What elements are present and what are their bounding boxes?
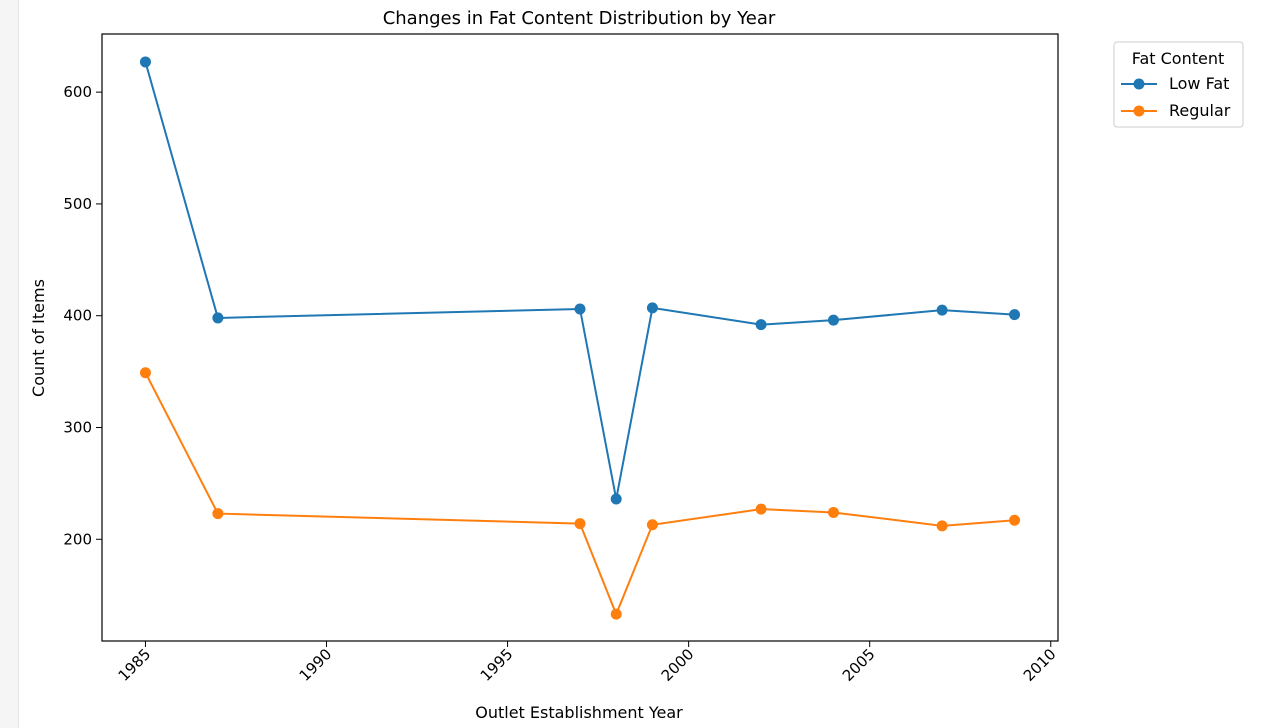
- data-point-low-fat: [936, 304, 948, 316]
- x-tick-label: 1995: [477, 645, 517, 685]
- y-tick-label: 200: [63, 530, 92, 548]
- data-point-low-fat: [574, 303, 586, 315]
- legend-box: [1113, 41, 1244, 128]
- x-tick-label: 2000: [658, 645, 698, 685]
- y-tick-label: 600: [63, 83, 92, 101]
- x-tick-label: 2005: [839, 645, 879, 685]
- series-line-low-fat: [144, 61, 1015, 500]
- x-tick-label: 1990: [296, 645, 336, 685]
- data-point-regular: [139, 367, 151, 379]
- data-point-regular: [646, 519, 658, 531]
- data-point-regular: [212, 508, 224, 520]
- data-point-regular: [755, 503, 767, 515]
- series-line-regular: [144, 372, 1015, 617]
- data-point-low-fat: [139, 56, 151, 68]
- chart-title: Changes in Fat Content Distribution by Y…: [383, 8, 776, 29]
- x-axis: 1985 1990 1995 2000 2005 2010: [115, 641, 1060, 685]
- data-point-regular: [936, 520, 948, 532]
- data-point-low-fat: [610, 493, 622, 505]
- data-point-low-fat: [827, 314, 839, 326]
- data-point-low-fat: [1009, 309, 1021, 321]
- legend-title: Fat Content: [1132, 49, 1225, 68]
- y-axis: 200 300 400 500 600: [63, 83, 102, 548]
- data-point-low-fat: [755, 319, 767, 331]
- data-point-low-fat: [646, 302, 658, 314]
- data-point-regular: [574, 518, 586, 530]
- data-point-low-fat: [212, 312, 224, 324]
- notebook-left-gutter: [0, 0, 19, 728]
- legend-label-low-fat: Low Fat: [1169, 74, 1229, 93]
- y-tick-label: 400: [63, 307, 92, 325]
- legend-label-regular: Regular: [1169, 101, 1231, 120]
- y-axis-label: Count of Items: [29, 279, 48, 397]
- y-tick-label: 300: [63, 418, 92, 436]
- y-tick-label: 500: [63, 195, 92, 213]
- series-lines: [139, 56, 1021, 620]
- x-axis-label: Outlet Establishment Year: [475, 703, 683, 722]
- data-point-regular: [610, 608, 622, 620]
- legend-marker-low-fat: [1133, 78, 1145, 90]
- legend-marker-regular: [1133, 105, 1145, 117]
- x-tick-label: 1985: [115, 645, 155, 685]
- legend: Fat Content Low Fat Regular: [1113, 41, 1244, 128]
- data-point-regular: [1009, 514, 1021, 526]
- plot-area-frame: [101, 33, 1059, 642]
- data-point-regular: [827, 506, 839, 518]
- x-tick-label: 2010: [1020, 645, 1060, 685]
